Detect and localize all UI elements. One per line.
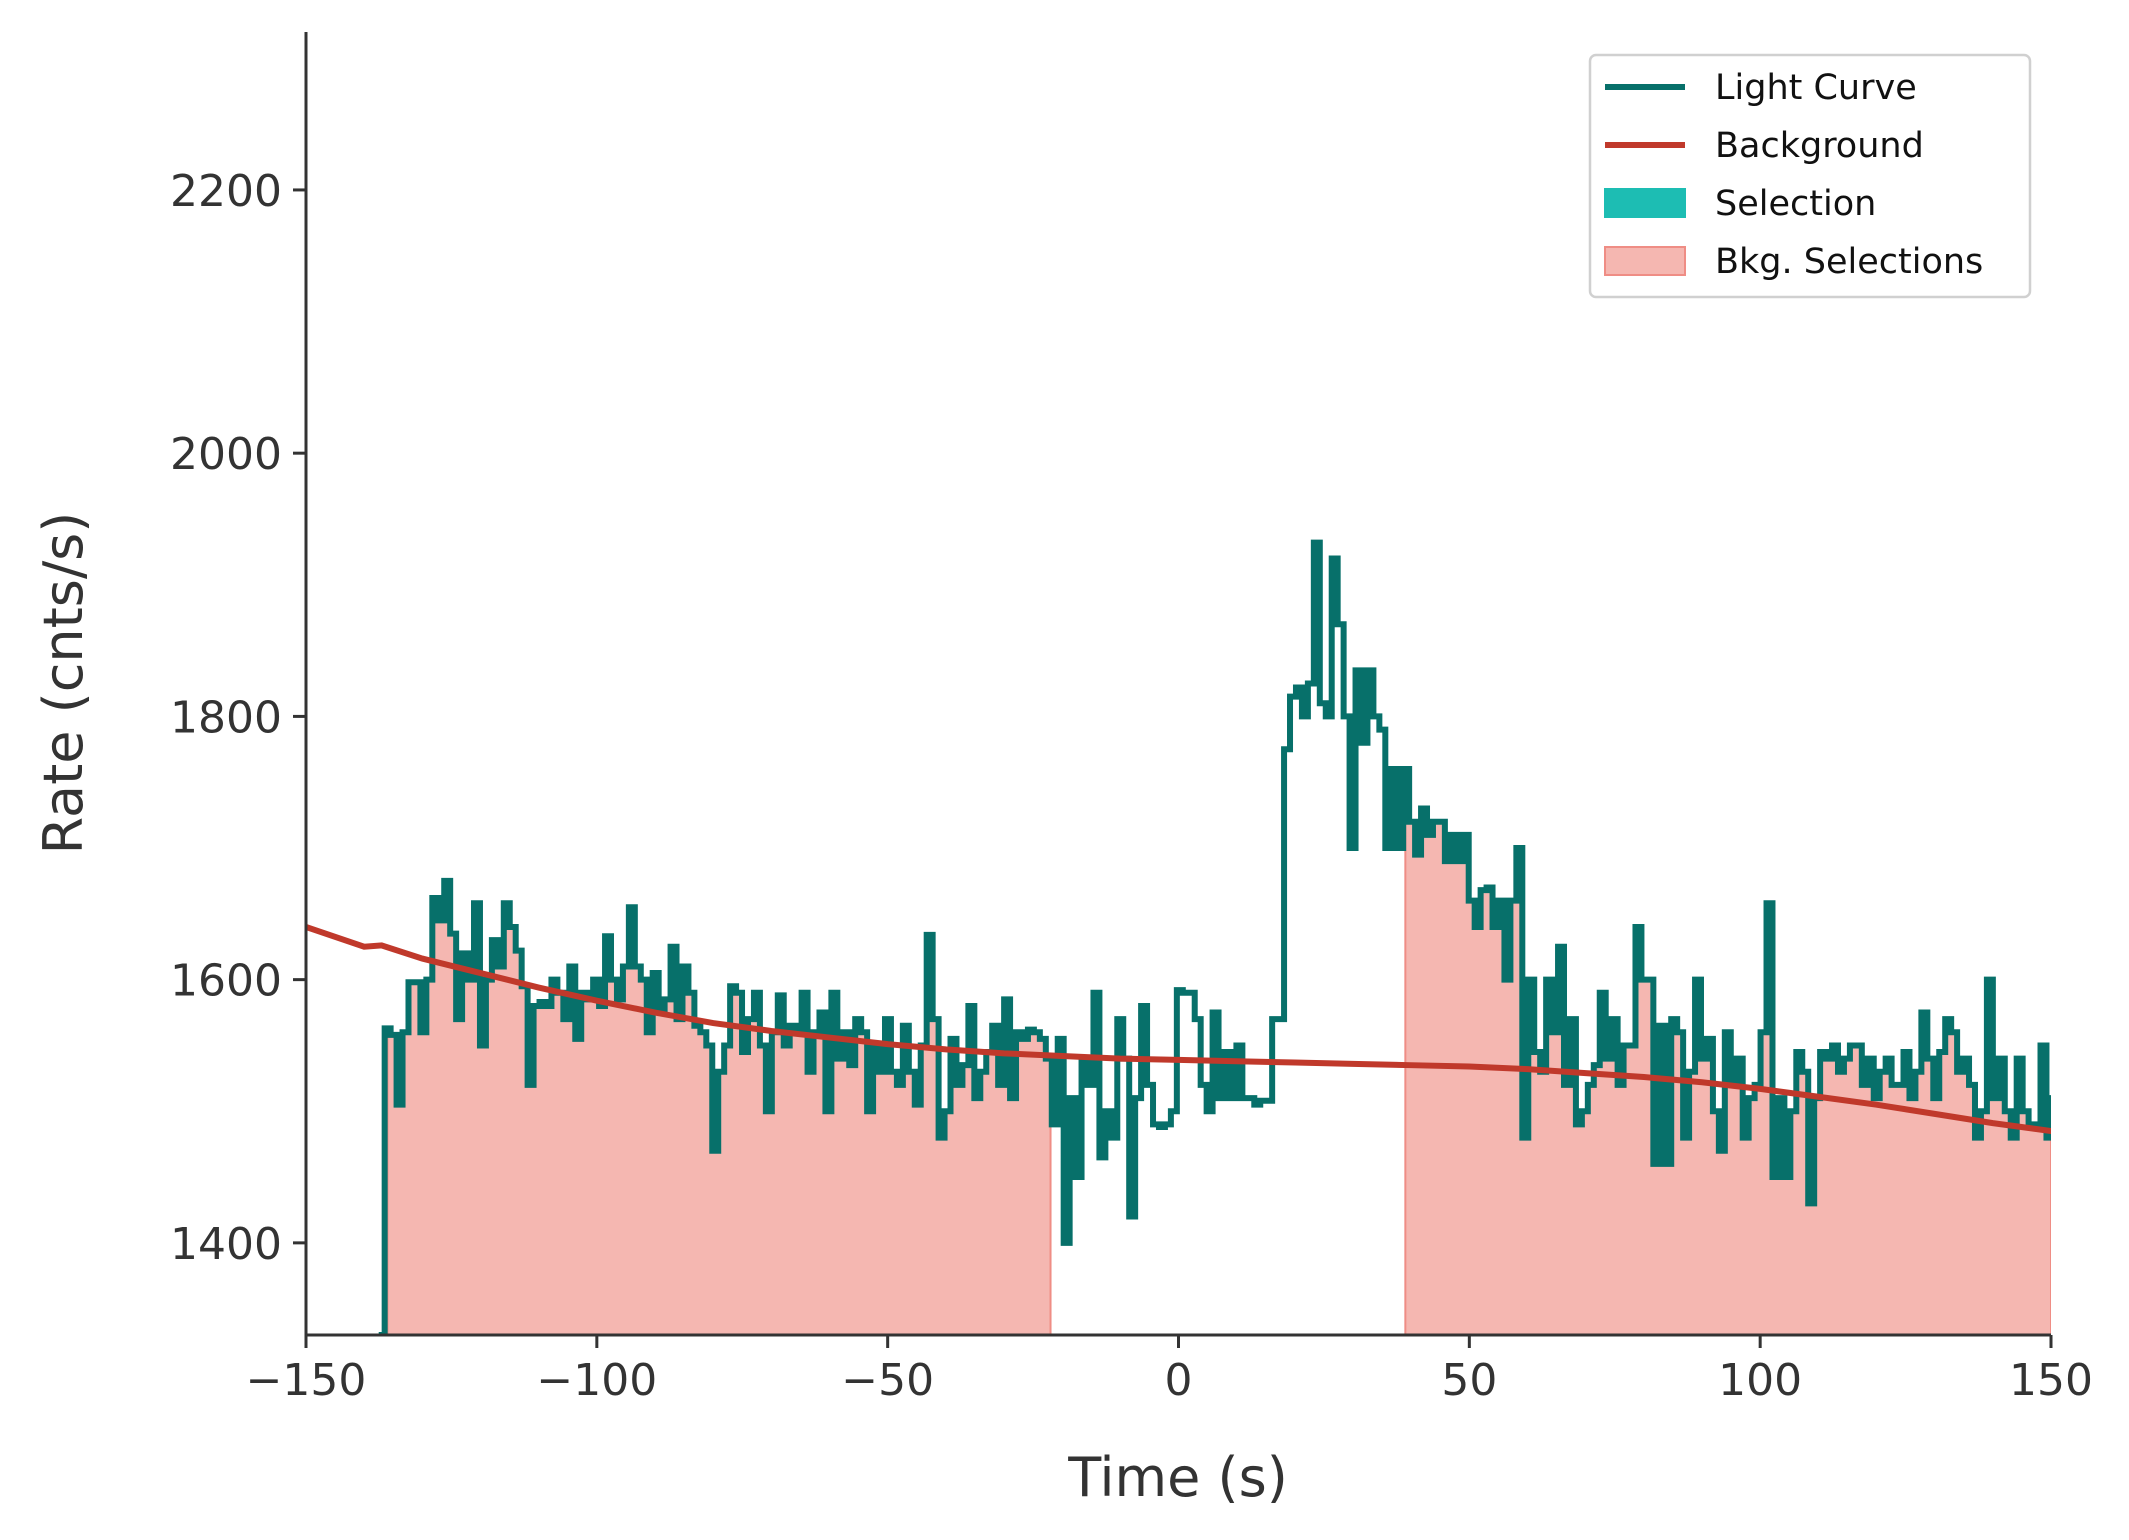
x-axis-label: Time (s) — [1067, 1446, 1288, 1509]
legend-box — [1588, 53, 2032, 299]
y-tick-label: 1600 — [170, 956, 282, 1007]
legend-label: Background — [1715, 126, 1924, 166]
axes: −150 −100 −50 0 50 100 150 1400 1600 1800 2000 2200 — [170, 32, 2093, 1406]
legend: Light Curve Background Selection Bkg. Selec… — [1588, 53, 2032, 299]
x-tick-label: 150 — [2009, 1355, 2093, 1406]
legend-label: Bkg. Selections — [1715, 242, 1983, 282]
y-axis-label: Rate (cnts/s) — [32, 512, 95, 855]
background-model-series — [306, 923, 2051, 1134]
y-tick-label: 1400 — [170, 1219, 282, 1270]
legend-swatch-patch — [1604, 246, 1686, 276]
x-tick-label: −150 — [246, 1355, 367, 1406]
legend-label: Light Curve — [1715, 68, 1917, 108]
x-tick-label: 50 — [1441, 1355, 1497, 1406]
plot-area — [306, 539, 2051, 1335]
x-tick-label: −50 — [841, 1355, 934, 1406]
y-tick-label: 1800 — [170, 692, 282, 743]
x-tick-label: 0 — [1165, 1355, 1193, 1406]
y-tick-label: 2000 — [170, 429, 282, 480]
light-curve-series — [378, 539, 2051, 1335]
x-tick-label: 100 — [1718, 1355, 1802, 1406]
legend-swatch-patch — [1604, 188, 1686, 218]
x-tick-label: −100 — [536, 1355, 657, 1406]
y-tick-label: 2200 — [170, 166, 282, 217]
legend-label: Selection — [1715, 184, 1876, 224]
